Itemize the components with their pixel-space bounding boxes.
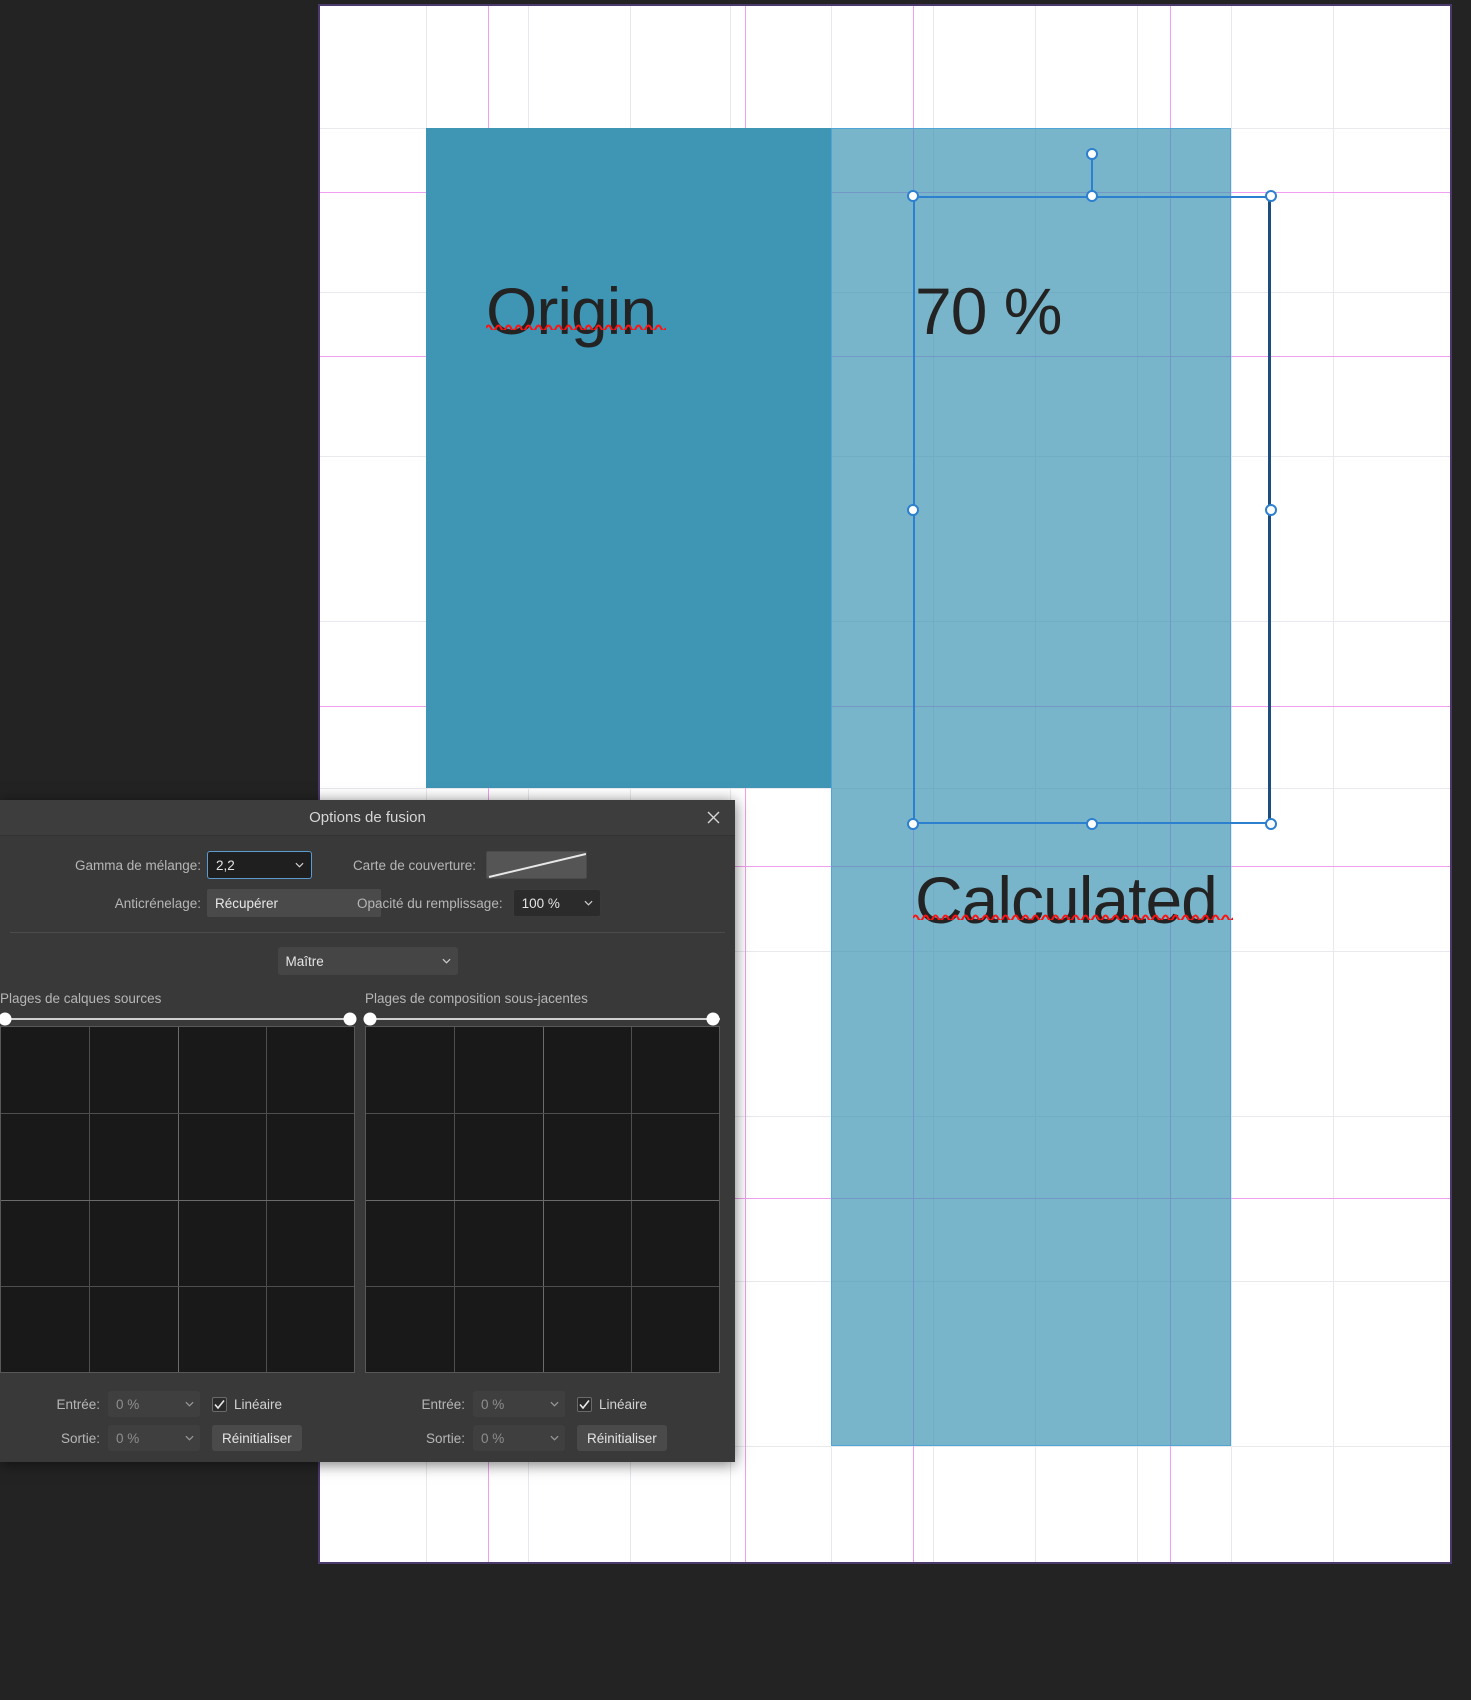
source-input-value: 0 %	[116, 1396, 140, 1412]
underlying-input-row: Entrée: 0 %	[365, 1387, 720, 1421]
chevron-down-icon	[441, 958, 451, 964]
fill-opacity-select[interactable]: 100 %	[512, 889, 601, 917]
chevron-down-icon	[185, 1401, 194, 1407]
slider-track	[365, 1018, 720, 1020]
source-input-select[interactable]: 0 %	[108, 1391, 200, 1417]
chevron-down-icon	[295, 862, 304, 868]
close-icon[interactable]	[699, 804, 727, 832]
source-ranges-slider[interactable]	[0, 1012, 357, 1026]
source-output-select[interactable]: 0 %	[108, 1425, 200, 1451]
slider-track	[0, 1018, 355, 1020]
blend-options-dialog[interactable]: Options de fusion Gamma de mélange: 2,2 …	[0, 800, 735, 1462]
source-ranges-graph[interactable]	[0, 1026, 355, 1373]
channel-value: Maître	[285, 953, 324, 969]
source-output-value: 0 %	[116, 1430, 140, 1446]
coverage-map-label: Carte de couverture:	[352, 857, 476, 873]
source-linear-label: Linéaire	[234, 1396, 283, 1412]
resize-handle-bottom-right[interactable]	[1265, 818, 1277, 830]
dialog-title: Options de fusion	[309, 809, 426, 826]
underlying-ranges-column: Plages de composition sous-jacentes	[363, 991, 720, 1455]
resize-handle-top-right[interactable]	[1265, 190, 1277, 202]
grid-line-vertical	[1231, 6, 1232, 1562]
source-input-label: Entrée:	[56, 1396, 100, 1412]
underlying-output-row: Sortie: 0 % Réinitialiser	[365, 1421, 720, 1455]
resize-handle-middle-right[interactable]	[1265, 504, 1277, 516]
source-output-label: Sortie:	[60, 1430, 100, 1446]
antialias-value: Récupérer	[215, 895, 279, 911]
channel-row: Maître	[0, 933, 735, 975]
rotation-handle[interactable]	[1086, 148, 1098, 160]
underlying-linear-label: Linéaire	[599, 1396, 648, 1412]
underlying-reset-button[interactable]: Réinitialiser	[577, 1425, 667, 1451]
checkbox-box	[577, 1396, 592, 1412]
underlying-input-select[interactable]: 0 %	[473, 1391, 565, 1417]
dialog-body: Gamma de mélange: 2,2 Carte de couvertur…	[0, 846, 735, 1455]
underlying-output-value: 0 %	[481, 1430, 505, 1446]
selection-bounding-box[interactable]	[907, 148, 1277, 830]
underlying-input-label: Entrée:	[421, 1396, 465, 1412]
source-reset-label: Réinitialiser	[222, 1430, 292, 1446]
resize-handle-middle-left[interactable]	[907, 504, 919, 516]
fill-opacity-label: Opacité du remplissage:	[357, 895, 503, 911]
ranges-container: Plages de calques sources Entrée:	[0, 991, 735, 1455]
slider-knob-left[interactable]	[363, 1012, 377, 1026]
chevron-down-icon	[584, 900, 593, 906]
check-icon	[579, 1399, 590, 1409]
slider-knob-right[interactable]	[706, 1012, 720, 1026]
origin-text-label[interactable]: Origin	[486, 274, 657, 348]
blend-gamma-select[interactable]: 2,2	[207, 851, 312, 879]
opacity-text-label[interactable]: 70 %	[915, 274, 1062, 348]
antialias-row: Anticrénelage: Récupérer Opacité du remp…	[0, 884, 735, 922]
chevron-down-icon	[185, 1435, 194, 1441]
rotation-handle-stem	[1091, 154, 1093, 196]
grid-line-vertical	[1333, 6, 1334, 1562]
spellcheck-underline-origin	[486, 324, 666, 330]
section-divider	[10, 932, 725, 933]
underlying-output-select[interactable]: 0 %	[473, 1425, 565, 1451]
blend-gamma-value: 2,2	[216, 857, 235, 873]
resize-handle-bottom-left[interactable]	[907, 818, 919, 830]
antialias-label: Anticrénelage:	[114, 895, 201, 911]
dialog-titlebar[interactable]: Options de fusion	[0, 800, 735, 836]
document-page-border: Origin 70 % Calculated	[318, 4, 1452, 1564]
source-reset-button[interactable]: Réinitialiser	[212, 1425, 302, 1451]
calculated-rectangle[interactable]	[831, 128, 1231, 1446]
fill-opacity-value: 100 %	[521, 895, 560, 911]
origin-rectangle[interactable]	[426, 128, 831, 788]
underlying-reset-label: Réinitialiser	[587, 1430, 657, 1446]
underlying-input-value: 0 %	[481, 1396, 505, 1412]
source-output-row: Sortie: 0 % Réinitialiser	[0, 1421, 355, 1455]
check-icon	[214, 1399, 225, 1409]
chevron-down-icon	[550, 1435, 559, 1441]
resize-handle-top-left[interactable]	[907, 190, 919, 202]
resize-handle-bottom-center[interactable]	[1086, 818, 1098, 830]
slider-knob-right[interactable]	[343, 1012, 357, 1026]
document-canvas[interactable]: Origin 70 % Calculated	[299, 0, 1471, 1700]
source-ranges-column: Plages de calques sources Entrée:	[0, 991, 357, 1455]
source-ranges-controls: Entrée: 0 %	[0, 1387, 355, 1455]
antialias-button[interactable]: Récupérer	[207, 889, 381, 917]
blend-gamma-row: Gamma de mélange: 2,2 Carte de couvertur…	[0, 846, 735, 884]
underlying-ranges-controls: Entrée: 0 %	[365, 1387, 720, 1455]
chevron-down-icon	[550, 1401, 559, 1407]
resize-handle-top-center[interactable]	[1086, 190, 1098, 202]
checkbox-box	[212, 1396, 227, 1412]
source-linear-checkbox[interactable]: Linéaire	[212, 1396, 283, 1412]
underlying-ranges-graph[interactable]	[365, 1026, 720, 1373]
blend-gamma-label: Gamma de mélange:	[74, 857, 201, 873]
calculated-text-label[interactable]: Calculated	[915, 863, 1218, 937]
underlying-ranges-title: Plages de composition sous-jacentes	[365, 991, 588, 1006]
underlying-output-label: Sortie:	[425, 1430, 465, 1446]
spellcheck-underline-calculated	[913, 914, 1233, 920]
underlying-linear-checkbox[interactable]: Linéaire	[577, 1396, 648, 1412]
slider-knob-left[interactable]	[0, 1012, 12, 1026]
coverage-map-thumbnail[interactable]	[486, 851, 587, 879]
source-input-row: Entrée: 0 %	[0, 1387, 355, 1421]
source-ranges-title: Plages de calques sources	[0, 991, 162, 1006]
grid-line-horizontal	[320, 1446, 1450, 1447]
underlying-ranges-slider[interactable]	[363, 1012, 720, 1026]
document-page[interactable]: Origin 70 % Calculated	[320, 6, 1450, 1562]
channel-select[interactable]: Maître	[277, 947, 458, 975]
